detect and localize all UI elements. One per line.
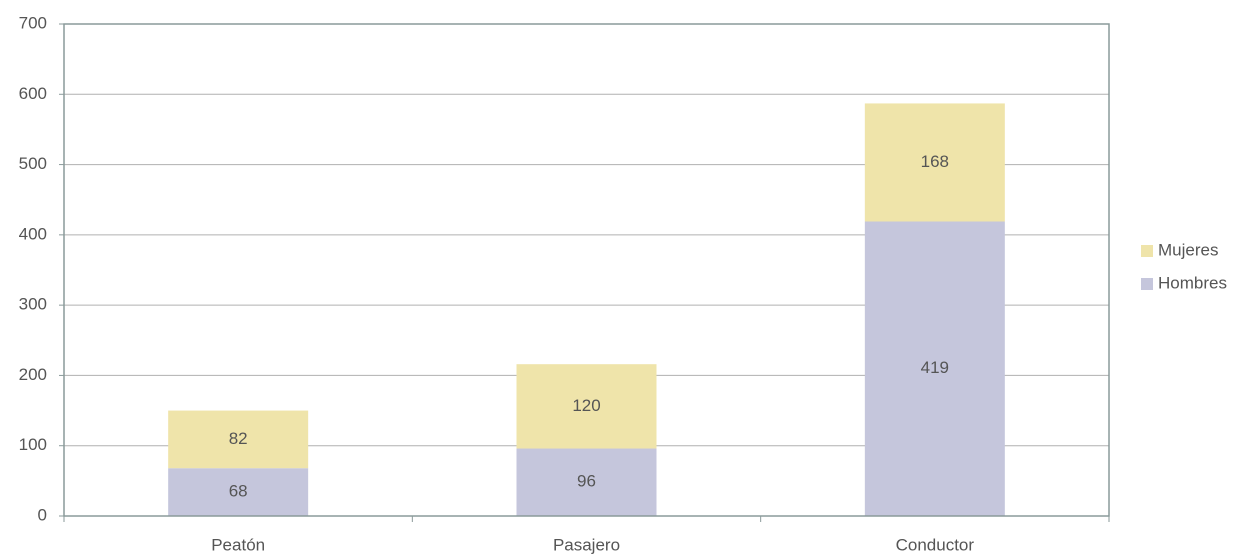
y-tick-label: 500 [19,154,47,173]
data-label: 419 [921,358,949,377]
x-tick-label: Peatón [211,535,265,554]
y-tick-label: 600 [19,84,47,103]
bar-segment [168,468,309,516]
bar-segment [864,221,1005,516]
y-tick-label: 200 [19,365,47,384]
bar-segment [168,410,309,469]
data-label: 68 [229,482,248,501]
y-tick-label: 0 [38,505,47,524]
x-tick-label: Pasajero [553,535,620,554]
data-label: 168 [921,152,949,171]
legend-swatch [1141,245,1153,257]
y-tick-label: 400 [19,224,47,243]
y-tick-label: 700 [19,13,47,32]
bar-segment [516,448,657,516]
bar-segment [516,364,657,449]
bar-segment [864,103,1005,222]
data-label: 120 [572,396,600,415]
legend-swatch [1141,278,1153,290]
legend-label: Hombres [1158,273,1227,292]
data-label: 82 [229,429,248,448]
data-label: 96 [577,472,596,491]
x-tick-label: Conductor [896,535,975,554]
y-tick-label: 300 [19,295,47,314]
y-tick-label: 100 [19,435,47,454]
legend-label: Mujeres [1158,240,1218,259]
plot-frame [63,23,1110,517]
